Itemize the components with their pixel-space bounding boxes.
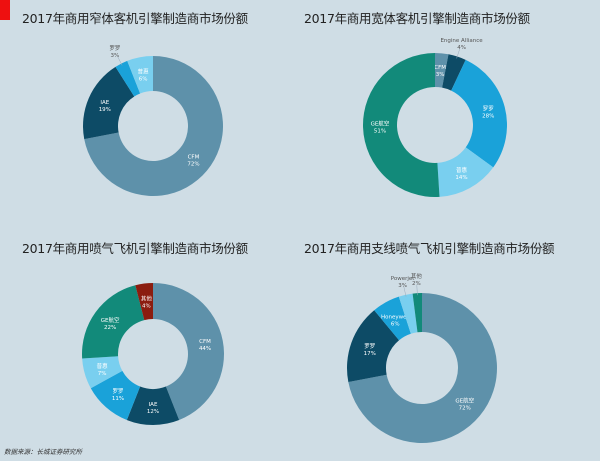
slice-value: 14% (455, 175, 467, 181)
slice-label: GE航空 (371, 120, 390, 128)
slice-label: 普惠 (97, 362, 109, 370)
slice-CFM (153, 283, 225, 421)
slice-value: 11% (112, 396, 124, 402)
slice-label: CFM (188, 154, 200, 160)
slice-label: GE航空 (455, 396, 474, 404)
slice-其他 (135, 283, 153, 321)
slice-Engine Alliance (442, 54, 466, 91)
slice-value: 44% (199, 346, 211, 352)
slice-value: 3% (110, 53, 119, 59)
chart-title-regional: 2017年商用支线喷气飞机引擎制造商市场份额 (304, 241, 555, 256)
slice-普惠 (127, 56, 153, 94)
slice-label: CFM (199, 339, 211, 345)
slice-value: 72% (187, 161, 199, 167)
slice-罗罗 (90, 370, 141, 421)
slice-value: 6% (139, 76, 148, 82)
slice-其他 (412, 293, 422, 333)
slice-value: 72% (459, 405, 471, 411)
slice-value: 6% (391, 321, 400, 327)
slice-普惠 (437, 147, 494, 197)
slice-value: 2% (412, 281, 421, 287)
slice-label: IAE (100, 100, 109, 106)
slice-value: 17% (364, 351, 376, 357)
slice-label: 其他 (141, 294, 153, 302)
slice-value: 3% (398, 283, 407, 289)
slice-value: 51% (374, 129, 386, 135)
slice-value: 7% (98, 371, 107, 377)
chart-title-widebody: 2017年商用宽体客机引擎制造商市场份额 (304, 11, 530, 26)
slice-罗罗 (115, 60, 141, 97)
slice-label: 罗罗 (109, 45, 120, 52)
slice-label: CFM (434, 65, 446, 71)
slice-罗罗 (347, 310, 400, 383)
slice-value: 12% (147, 409, 159, 415)
slice-value: 19% (99, 107, 111, 113)
slice-label: 普惠 (456, 166, 468, 174)
slice-Honeywell (374, 296, 411, 341)
slice-普惠 (82, 356, 123, 389)
slice-GE航空 (82, 285, 145, 359)
slice-value: 22% (104, 325, 116, 331)
red-marker (0, 0, 10, 20)
slice-value: 3% (436, 72, 445, 78)
slice-罗罗 (451, 59, 507, 168)
slice-GE航空 (348, 293, 498, 443)
slice-value: 4% (142, 303, 151, 309)
slice-label: 罗罗 (364, 343, 375, 350)
slice-value: 4% (457, 45, 466, 51)
slice-label: 罗罗 (112, 388, 123, 395)
slice-label: IAE (149, 402, 158, 408)
chart-title-narrowbody: 2017年商用窄体客机引擎制造商市场份额 (22, 11, 248, 26)
slice-CFM (84, 56, 223, 196)
slice-IAE (83, 66, 135, 140)
slice-label: GE航空 (101, 316, 120, 324)
slice-GE航空 (362, 53, 440, 198)
chart-title-jet: 2017年商用喷气飞机引擎制造商市场份额 (22, 241, 248, 256)
source-note: 数据来源：长城证券研究所 (4, 448, 82, 456)
slice-value: 28% (482, 113, 494, 119)
slice-Powerjet (398, 293, 418, 334)
slice-CFM (435, 53, 449, 88)
slice-label: 罗罗 (483, 105, 494, 112)
slice-label: Engine Alliance (440, 38, 483, 44)
slice-label: Powerjet (391, 276, 416, 282)
slice-label: 普惠 (138, 67, 150, 75)
slice-label: Honeywell (381, 314, 410, 320)
slice-IAE (126, 386, 180, 425)
slice-label: 其他 (411, 272, 423, 280)
